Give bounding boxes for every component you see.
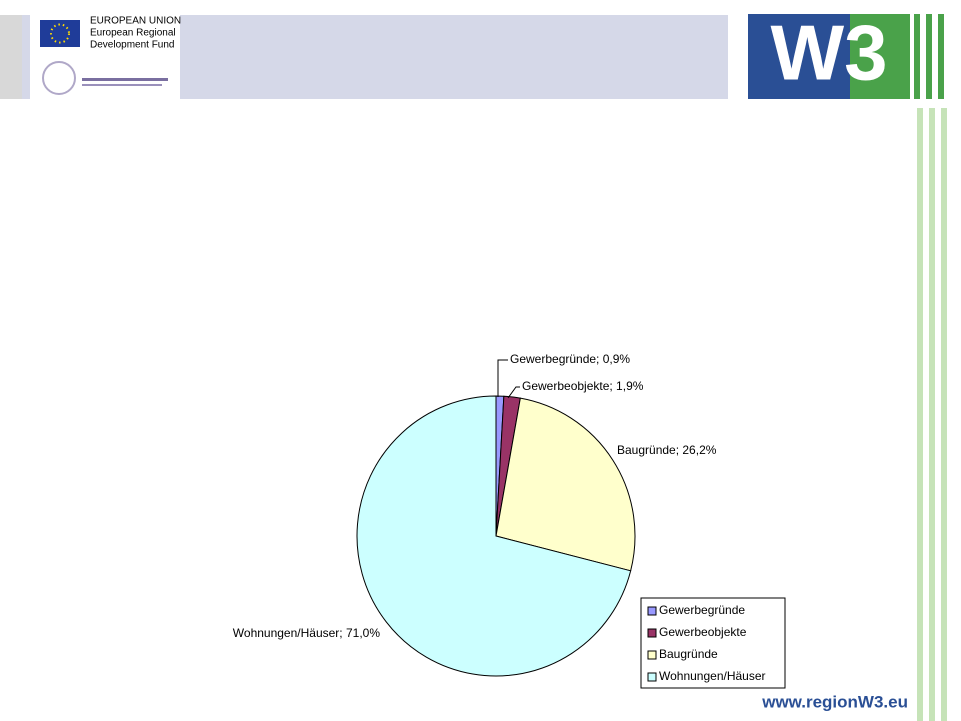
legend-label: Gewerbegründe bbox=[659, 603, 745, 617]
etc-text-line bbox=[82, 84, 162, 86]
legend-swatch bbox=[647, 606, 657, 616]
w3-blue bbox=[748, 14, 850, 99]
side-stripes bbox=[917, 108, 947, 721]
data-label: Baugründe; 26,2% bbox=[617, 443, 717, 457]
legend-label: Baugründe bbox=[659, 647, 718, 661]
stripes bbox=[914, 14, 944, 99]
etc-logo bbox=[42, 61, 76, 95]
legend-label: Wohnungen/Häuser bbox=[659, 669, 766, 683]
pie-slice bbox=[356, 395, 632, 677]
legend-label: Gewerbeobjekte bbox=[659, 625, 747, 639]
legend-swatch bbox=[647, 628, 657, 638]
data-label: Wohnungen/Häuser; 71,0% bbox=[233, 626, 381, 640]
footer-url: www.regionW3.eu bbox=[761, 692, 908, 711]
legend-swatch bbox=[647, 672, 657, 682]
chart: Gewerbegründe; 0,9% Gewerbeobjekte; 1,9% B… bbox=[233, 352, 786, 689]
eu-line: European Regional bbox=[90, 28, 176, 39]
eu-stars bbox=[50, 23, 70, 44]
w3-logo: W3 bbox=[771, 9, 888, 97]
etc-text-line bbox=[82, 78, 168, 81]
leader-line bbox=[497, 359, 508, 397]
data-label: Gewerbeobjekte; 1,9% bbox=[522, 379, 644, 393]
leader-line bbox=[507, 386, 520, 399]
eu-line: Development Fund bbox=[90, 40, 175, 51]
legend-swatch bbox=[647, 650, 657, 660]
header-strip bbox=[0, 15, 22, 99]
pie-slice bbox=[495, 397, 636, 572]
eu-title: EUROPEAN UNION bbox=[90, 16, 181, 27]
data-label: Gewerbegründe; 0,9% bbox=[510, 352, 630, 366]
legend bbox=[640, 597, 786, 689]
w3-green bbox=[850, 14, 910, 99]
